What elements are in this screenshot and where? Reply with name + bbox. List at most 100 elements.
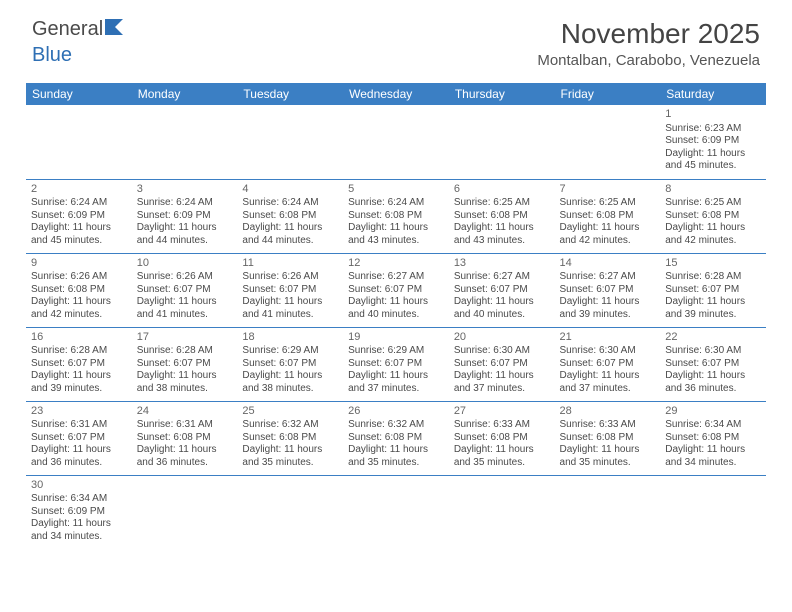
sunrise-text: Sunrise: 6:31 AM xyxy=(31,419,127,432)
sunrise-text: Sunrise: 6:32 AM xyxy=(242,419,338,432)
day-number: 18 xyxy=(242,331,338,345)
weekday-header: Thursday xyxy=(449,83,555,105)
sunset-text: Sunset: 6:07 PM xyxy=(31,432,127,445)
week-row: 9Sunrise: 6:26 AMSunset: 6:08 PMDaylight… xyxy=(26,253,766,327)
day-cell: 29Sunrise: 6:34 AMSunset: 6:08 PMDayligh… xyxy=(660,401,766,475)
daylight-text: Daylight: 11 hours and 42 minutes. xyxy=(560,222,656,247)
day-number: 21 xyxy=(560,331,656,345)
daylight-text: Daylight: 11 hours and 45 minutes. xyxy=(665,148,761,173)
sunrise-text: Sunrise: 6:28 AM xyxy=(31,345,127,358)
sunset-text: Sunset: 6:09 PM xyxy=(665,135,761,148)
sunset-text: Sunset: 6:07 PM xyxy=(242,358,338,371)
day-number: 6 xyxy=(454,183,550,197)
day-cell xyxy=(132,105,238,179)
sunrise-text: Sunrise: 6:27 AM xyxy=(454,271,550,284)
sunrise-text: Sunrise: 6:33 AM xyxy=(560,419,656,432)
daylight-text: Daylight: 11 hours and 37 minutes. xyxy=(348,370,444,395)
day-number: 24 xyxy=(137,405,233,419)
sunset-text: Sunset: 6:07 PM xyxy=(137,358,233,371)
day-cell: 23Sunrise: 6:31 AMSunset: 6:07 PMDayligh… xyxy=(26,401,132,475)
daylight-text: Daylight: 11 hours and 42 minutes. xyxy=(665,222,761,247)
day-number: 12 xyxy=(348,257,444,271)
sunset-text: Sunset: 6:07 PM xyxy=(348,284,444,297)
day-cell: 7Sunrise: 6:25 AMSunset: 6:08 PMDaylight… xyxy=(555,179,661,253)
day-number: 16 xyxy=(31,331,127,345)
sunset-text: Sunset: 6:09 PM xyxy=(31,210,127,223)
day-cell xyxy=(26,105,132,179)
brand-logo: General xyxy=(32,18,127,41)
sunrise-text: Sunrise: 6:30 AM xyxy=(560,345,656,358)
day-cell: 13Sunrise: 6:27 AMSunset: 6:07 PMDayligh… xyxy=(449,253,555,327)
day-cell xyxy=(343,105,449,179)
day-cell: 1Sunrise: 6:23 AMSunset: 6:09 PMDaylight… xyxy=(660,105,766,179)
sunrise-text: Sunrise: 6:25 AM xyxy=(665,197,761,210)
day-number: 4 xyxy=(242,183,338,197)
daylight-text: Daylight: 11 hours and 40 minutes. xyxy=(348,296,444,321)
sunrise-text: Sunrise: 6:34 AM xyxy=(665,419,761,432)
sunset-text: Sunset: 6:07 PM xyxy=(560,358,656,371)
day-number: 25 xyxy=(242,405,338,419)
week-row: 2Sunrise: 6:24 AMSunset: 6:09 PMDaylight… xyxy=(26,179,766,253)
daylight-text: Daylight: 11 hours and 42 minutes. xyxy=(31,296,127,321)
daylight-text: Daylight: 11 hours and 36 minutes. xyxy=(665,370,761,395)
sunset-text: Sunset: 6:08 PM xyxy=(560,432,656,445)
sunset-text: Sunset: 6:09 PM xyxy=(31,506,127,519)
day-cell xyxy=(555,105,661,179)
daylight-text: Daylight: 11 hours and 37 minutes. xyxy=(560,370,656,395)
day-cell: 24Sunrise: 6:31 AMSunset: 6:08 PMDayligh… xyxy=(132,401,238,475)
daylight-text: Daylight: 11 hours and 34 minutes. xyxy=(665,444,761,469)
daylight-text: Daylight: 11 hours and 35 minutes. xyxy=(560,444,656,469)
day-cell: 30Sunrise: 6:34 AMSunset: 6:09 PMDayligh… xyxy=(26,475,132,549)
sunset-text: Sunset: 6:08 PM xyxy=(348,432,444,445)
sunrise-text: Sunrise: 6:25 AM xyxy=(560,197,656,210)
daylight-text: Daylight: 11 hours and 36 minutes. xyxy=(31,444,127,469)
day-number: 29 xyxy=(665,405,761,419)
location-label: Montalban, Carabobo, Venezuela xyxy=(537,52,760,69)
daylight-text: Daylight: 11 hours and 39 minutes. xyxy=(560,296,656,321)
day-cell xyxy=(449,105,555,179)
day-cell: 17Sunrise: 6:28 AMSunset: 6:07 PMDayligh… xyxy=(132,327,238,401)
sunset-text: Sunset: 6:07 PM xyxy=(665,284,761,297)
daylight-text: Daylight: 11 hours and 44 minutes. xyxy=(242,222,338,247)
daylight-text: Daylight: 11 hours and 38 minutes. xyxy=(137,370,233,395)
sunset-text: Sunset: 6:07 PM xyxy=(560,284,656,297)
day-cell xyxy=(237,105,343,179)
day-cell: 11Sunrise: 6:26 AMSunset: 6:07 PMDayligh… xyxy=(237,253,343,327)
day-cell: 4Sunrise: 6:24 AMSunset: 6:08 PMDaylight… xyxy=(237,179,343,253)
day-number: 28 xyxy=(560,405,656,419)
sunrise-text: Sunrise: 6:24 AM xyxy=(31,197,127,210)
day-number: 11 xyxy=(242,257,338,271)
daylight-text: Daylight: 11 hours and 35 minutes. xyxy=(348,444,444,469)
day-cell: 10Sunrise: 6:26 AMSunset: 6:07 PMDayligh… xyxy=(132,253,238,327)
daylight-text: Daylight: 11 hours and 35 minutes. xyxy=(242,444,338,469)
sunset-text: Sunset: 6:08 PM xyxy=(31,284,127,297)
day-number: 5 xyxy=(348,183,444,197)
daylight-text: Daylight: 11 hours and 34 minutes. xyxy=(31,518,127,543)
sunrise-text: Sunrise: 6:32 AM xyxy=(348,419,444,432)
day-cell xyxy=(237,475,343,549)
sunset-text: Sunset: 6:08 PM xyxy=(454,432,550,445)
day-number: 20 xyxy=(454,331,550,345)
sunrise-text: Sunrise: 6:29 AM xyxy=(348,345,444,358)
weekday-header: Sunday xyxy=(26,83,132,105)
day-number: 7 xyxy=(560,183,656,197)
day-cell xyxy=(555,475,661,549)
daylight-text: Daylight: 11 hours and 39 minutes. xyxy=(665,296,761,321)
brand-name-2: Blue xyxy=(32,44,72,67)
week-row: 1Sunrise: 6:23 AMSunset: 6:09 PMDaylight… xyxy=(26,105,766,179)
sunrise-text: Sunrise: 6:31 AM xyxy=(137,419,233,432)
sunset-text: Sunset: 6:08 PM xyxy=(242,210,338,223)
day-number: 30 xyxy=(31,479,127,493)
day-cell: 8Sunrise: 6:25 AMSunset: 6:08 PMDaylight… xyxy=(660,179,766,253)
day-number: 13 xyxy=(454,257,550,271)
week-row: 23Sunrise: 6:31 AMSunset: 6:07 PMDayligh… xyxy=(26,401,766,475)
sunrise-text: Sunrise: 6:25 AM xyxy=(454,197,550,210)
daylight-text: Daylight: 11 hours and 39 minutes. xyxy=(31,370,127,395)
month-title: November 2025 xyxy=(537,18,760,50)
sunset-text: Sunset: 6:07 PM xyxy=(242,284,338,297)
day-number: 10 xyxy=(137,257,233,271)
daylight-text: Daylight: 11 hours and 37 minutes. xyxy=(454,370,550,395)
daylight-text: Daylight: 11 hours and 41 minutes. xyxy=(137,296,233,321)
sunset-text: Sunset: 6:08 PM xyxy=(242,432,338,445)
daylight-text: Daylight: 11 hours and 44 minutes. xyxy=(137,222,233,247)
